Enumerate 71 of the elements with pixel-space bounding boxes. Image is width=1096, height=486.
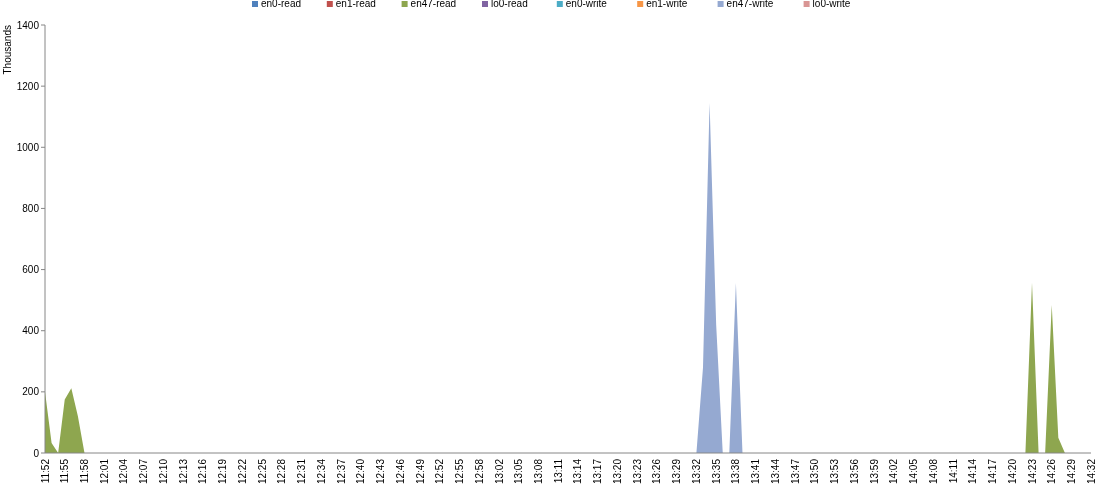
y-tick-label: 1400	[16, 19, 40, 31]
legend-label: en0-write	[565, 0, 608, 9]
x-tick-label: 13:26	[651, 458, 663, 485]
x-tick-label: 13:17	[592, 458, 604, 485]
x-tick-label: 14:17	[987, 458, 999, 485]
x-tick-label: 12:07	[138, 458, 150, 485]
x-tick-label: 13:02	[493, 458, 505, 485]
y-tick-label: 400	[22, 325, 40, 337]
x-tick-label: 13:53	[829, 458, 841, 485]
x-tick-label: 13:47	[789, 458, 801, 485]
x-tick-label: 13:23	[631, 458, 643, 485]
x-tick-label: 13:44	[769, 458, 781, 485]
y-tick-label: 1200	[16, 80, 40, 92]
legend-label: en47-write	[726, 0, 774, 9]
x-tick-label: 11:58	[78, 458, 90, 484]
x-tick-label: 12:58	[473, 458, 485, 485]
x-tick-label: 11:52	[39, 458, 51, 484]
x-tick-label: 12:31	[296, 458, 308, 485]
x-tick-label: 13:32	[690, 458, 702, 485]
x-tick-label: 14:29	[1065, 458, 1077, 485]
x-tick-label: 14:05	[908, 458, 920, 485]
x-tick-label: 13:41	[750, 458, 762, 485]
x-tick-label: 12:37	[335, 458, 347, 485]
x-tick-label: 13:59	[868, 458, 880, 485]
x-tick-label: 12:52	[434, 458, 446, 485]
y-tick-label: 600	[22, 264, 40, 276]
x-tick-label: 12:19	[217, 458, 229, 485]
legend-label: en1-read	[335, 0, 376, 9]
y-tick-label: 200	[22, 386, 40, 398]
x-tick-label: 12:55	[454, 458, 466, 485]
x-tick-label: 12:28	[276, 458, 288, 485]
x-tick-label: 13:14	[572, 458, 584, 485]
legend-label: en0-read	[261, 0, 302, 9]
x-tick-label: 12:01	[98, 458, 110, 485]
x-tick-label: 14:08	[927, 458, 939, 485]
x-tick-label: 12:10	[157, 458, 169, 485]
x-tick-label: 14:26	[1046, 458, 1058, 485]
x-tick-label: 14:02	[888, 458, 900, 485]
x-tick-label: 12:34	[315, 458, 327, 485]
legend-label: en1-write	[646, 0, 688, 9]
x-tick-label: 12:46	[394, 458, 406, 485]
x-tick-label: 12:40	[355, 458, 367, 485]
x-tick-label: 14:32	[1085, 458, 1096, 485]
x-tick-label: 12:43	[375, 458, 387, 485]
x-tick-label: 14:11	[947, 458, 959, 484]
x-tick-label: 12:49	[414, 458, 426, 485]
x-tick-label: 13:35	[710, 458, 722, 485]
x-tick-label: 13:29	[671, 458, 683, 485]
x-tick-label: 12:25	[256, 458, 268, 485]
x-tick-label: 13:56	[848, 458, 860, 485]
x-tick-label: 12:04	[118, 458, 130, 485]
legend-label: en47-read	[410, 0, 457, 9]
y-tick-label: 0	[33, 447, 40, 459]
x-tick-label: 13:05	[513, 458, 525, 485]
x-tick-label: 13:38	[730, 458, 742, 485]
y-tick-label: 800	[22, 202, 40, 214]
x-tick-label: 12:13	[177, 458, 189, 485]
x-tick-label: 13:20	[611, 458, 623, 485]
x-tick-label: 14:23	[1026, 458, 1038, 485]
x-tick-label: 14:20	[1006, 458, 1018, 485]
x-tick-label: 12:16	[197, 458, 209, 485]
x-tick-label: 13:08	[533, 458, 544, 485]
legend-label: lo0-write	[812, 0, 851, 9]
x-tick-label: 11:55	[59, 458, 71, 484]
y-axis-title: Thousands	[1, 25, 13, 75]
legend-label: lo0-read	[491, 0, 528, 9]
x-tick-label: 13:11	[552, 458, 564, 484]
x-tick-label: 14:14	[967, 458, 979, 485]
x-tick-label: 13:50	[809, 458, 821, 485]
x-tick-label: 12:22	[236, 458, 248, 485]
y-tick-label: 1000	[16, 141, 40, 153]
